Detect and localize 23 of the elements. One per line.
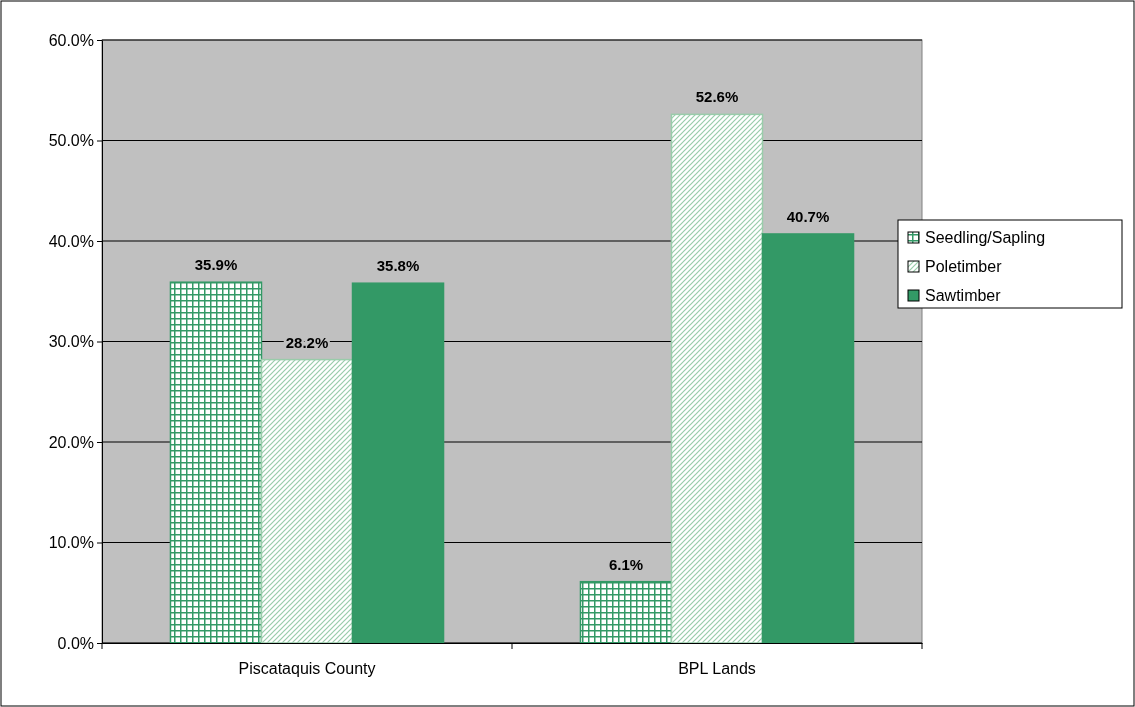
y-tick-label: 20.0%	[48, 433, 94, 451]
data-label: 6.1%	[608, 555, 644, 573]
y-tick-label: 10.0%	[48, 534, 94, 552]
legend-label: Sawtimber	[925, 287, 1002, 304]
bar	[670, 113, 764, 644]
x-tick-label: Piscataquis County	[238, 660, 376, 678]
y-tick-label: 0.0%	[57, 634, 94, 652]
legend-label: Poletimber	[925, 258, 1003, 275]
bar	[351, 282, 445, 644]
legend-label: Seedling/Sapling	[925, 229, 1046, 246]
data-label: 35.8%	[376, 257, 420, 275]
bar	[260, 358, 354, 644]
bar	[761, 233, 855, 644]
bar	[169, 281, 263, 644]
data-label: 35.9%	[194, 256, 238, 274]
data-label: 40.7%	[786, 207, 830, 225]
bar	[579, 580, 673, 644]
y-tick-label: 40.0%	[48, 232, 94, 250]
y-tick-label: 30.0%	[48, 333, 94, 351]
data-label: 52.6%	[695, 88, 739, 106]
x-tick-label: BPL Lands	[678, 660, 756, 678]
y-tick-label: 60.0%	[48, 31, 94, 49]
y-tick-label: 50.0%	[48, 132, 94, 150]
